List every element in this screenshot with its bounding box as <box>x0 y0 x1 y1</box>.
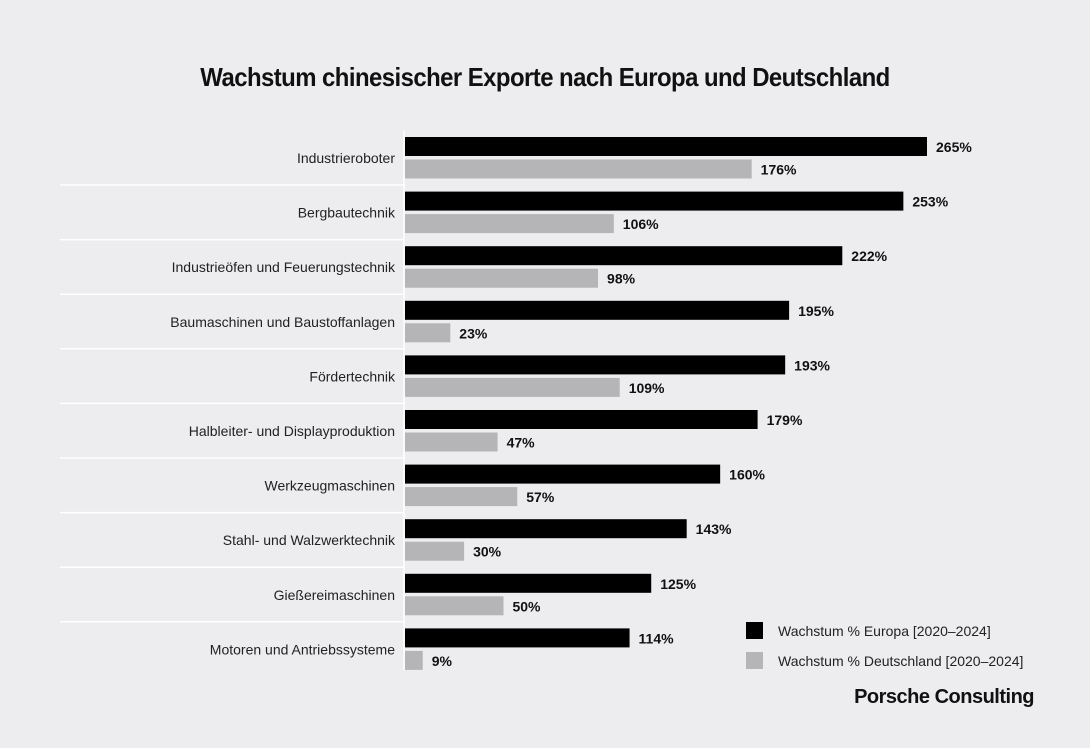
data-label: 114% <box>639 630 675 646</box>
bar <box>405 268 599 288</box>
bar <box>405 541 465 561</box>
category-label: Stahl- und Walzwerktechnik <box>223 532 396 548</box>
chart-title: Wachstum chinesischer Exporte nach Europ… <box>200 62 890 92</box>
bar <box>405 137 927 156</box>
data-label: 98% <box>607 271 636 287</box>
bar <box>405 650 423 670</box>
legend-label: Wachstum % Deutschland [2020–2024] <box>778 653 1023 669</box>
legend-swatch <box>746 652 763 669</box>
data-label: 106% <box>623 216 659 232</box>
data-label: 195% <box>798 303 834 319</box>
bar <box>405 432 498 452</box>
bar <box>405 410 758 429</box>
data-label: 176% <box>761 162 797 178</box>
data-label: 160% <box>729 467 765 483</box>
category-label: Fördertechnik <box>309 368 396 384</box>
bar <box>405 573 652 593</box>
data-label: 253% <box>912 194 948 210</box>
bar <box>405 377 620 397</box>
data-label: 222% <box>851 248 887 264</box>
bar <box>405 596 504 616</box>
category-label: Industrieöfen und Feuerungstechnik <box>172 259 396 275</box>
category-label: Bergbautechnik <box>298 205 396 221</box>
bar <box>405 191 904 211</box>
bar <box>405 300 790 320</box>
data-label: 50% <box>512 598 541 614</box>
data-label: 143% <box>696 521 732 537</box>
bar <box>405 519 687 539</box>
category-label: Werkzeugmaschinen <box>265 478 395 494</box>
bar <box>405 464 721 484</box>
category-label: Motoren und Antriebssysteme <box>210 641 395 657</box>
bar <box>405 246 843 266</box>
legend-swatch <box>746 622 763 639</box>
data-label: 109% <box>629 380 665 396</box>
data-label: 23% <box>459 325 488 341</box>
bar <box>405 323 451 343</box>
category-label: Industrieroboter <box>297 150 395 166</box>
data-label: 57% <box>526 489 555 505</box>
data-label: 193% <box>794 357 830 373</box>
data-label: 265% <box>936 139 972 155</box>
data-label: 30% <box>473 544 502 560</box>
data-label: 47% <box>507 435 536 451</box>
category-label: Gießereimaschinen <box>274 587 395 603</box>
bar <box>405 355 786 375</box>
brand-logo: Porsche Consulting <box>854 686 1034 708</box>
bar <box>405 159 752 179</box>
category-label: Baumaschinen und Baustoffanlagen <box>170 314 395 330</box>
bar <box>405 214 614 234</box>
data-label: 125% <box>660 576 696 592</box>
category-label: Halbleiter- und Displayproduktion <box>189 423 395 439</box>
data-label: 179% <box>767 412 803 428</box>
data-label: 9% <box>432 653 453 669</box>
bar <box>405 487 518 507</box>
bar <box>405 628 630 648</box>
legend-label: Wachstum % Europa [2020–2024] <box>778 623 991 639</box>
